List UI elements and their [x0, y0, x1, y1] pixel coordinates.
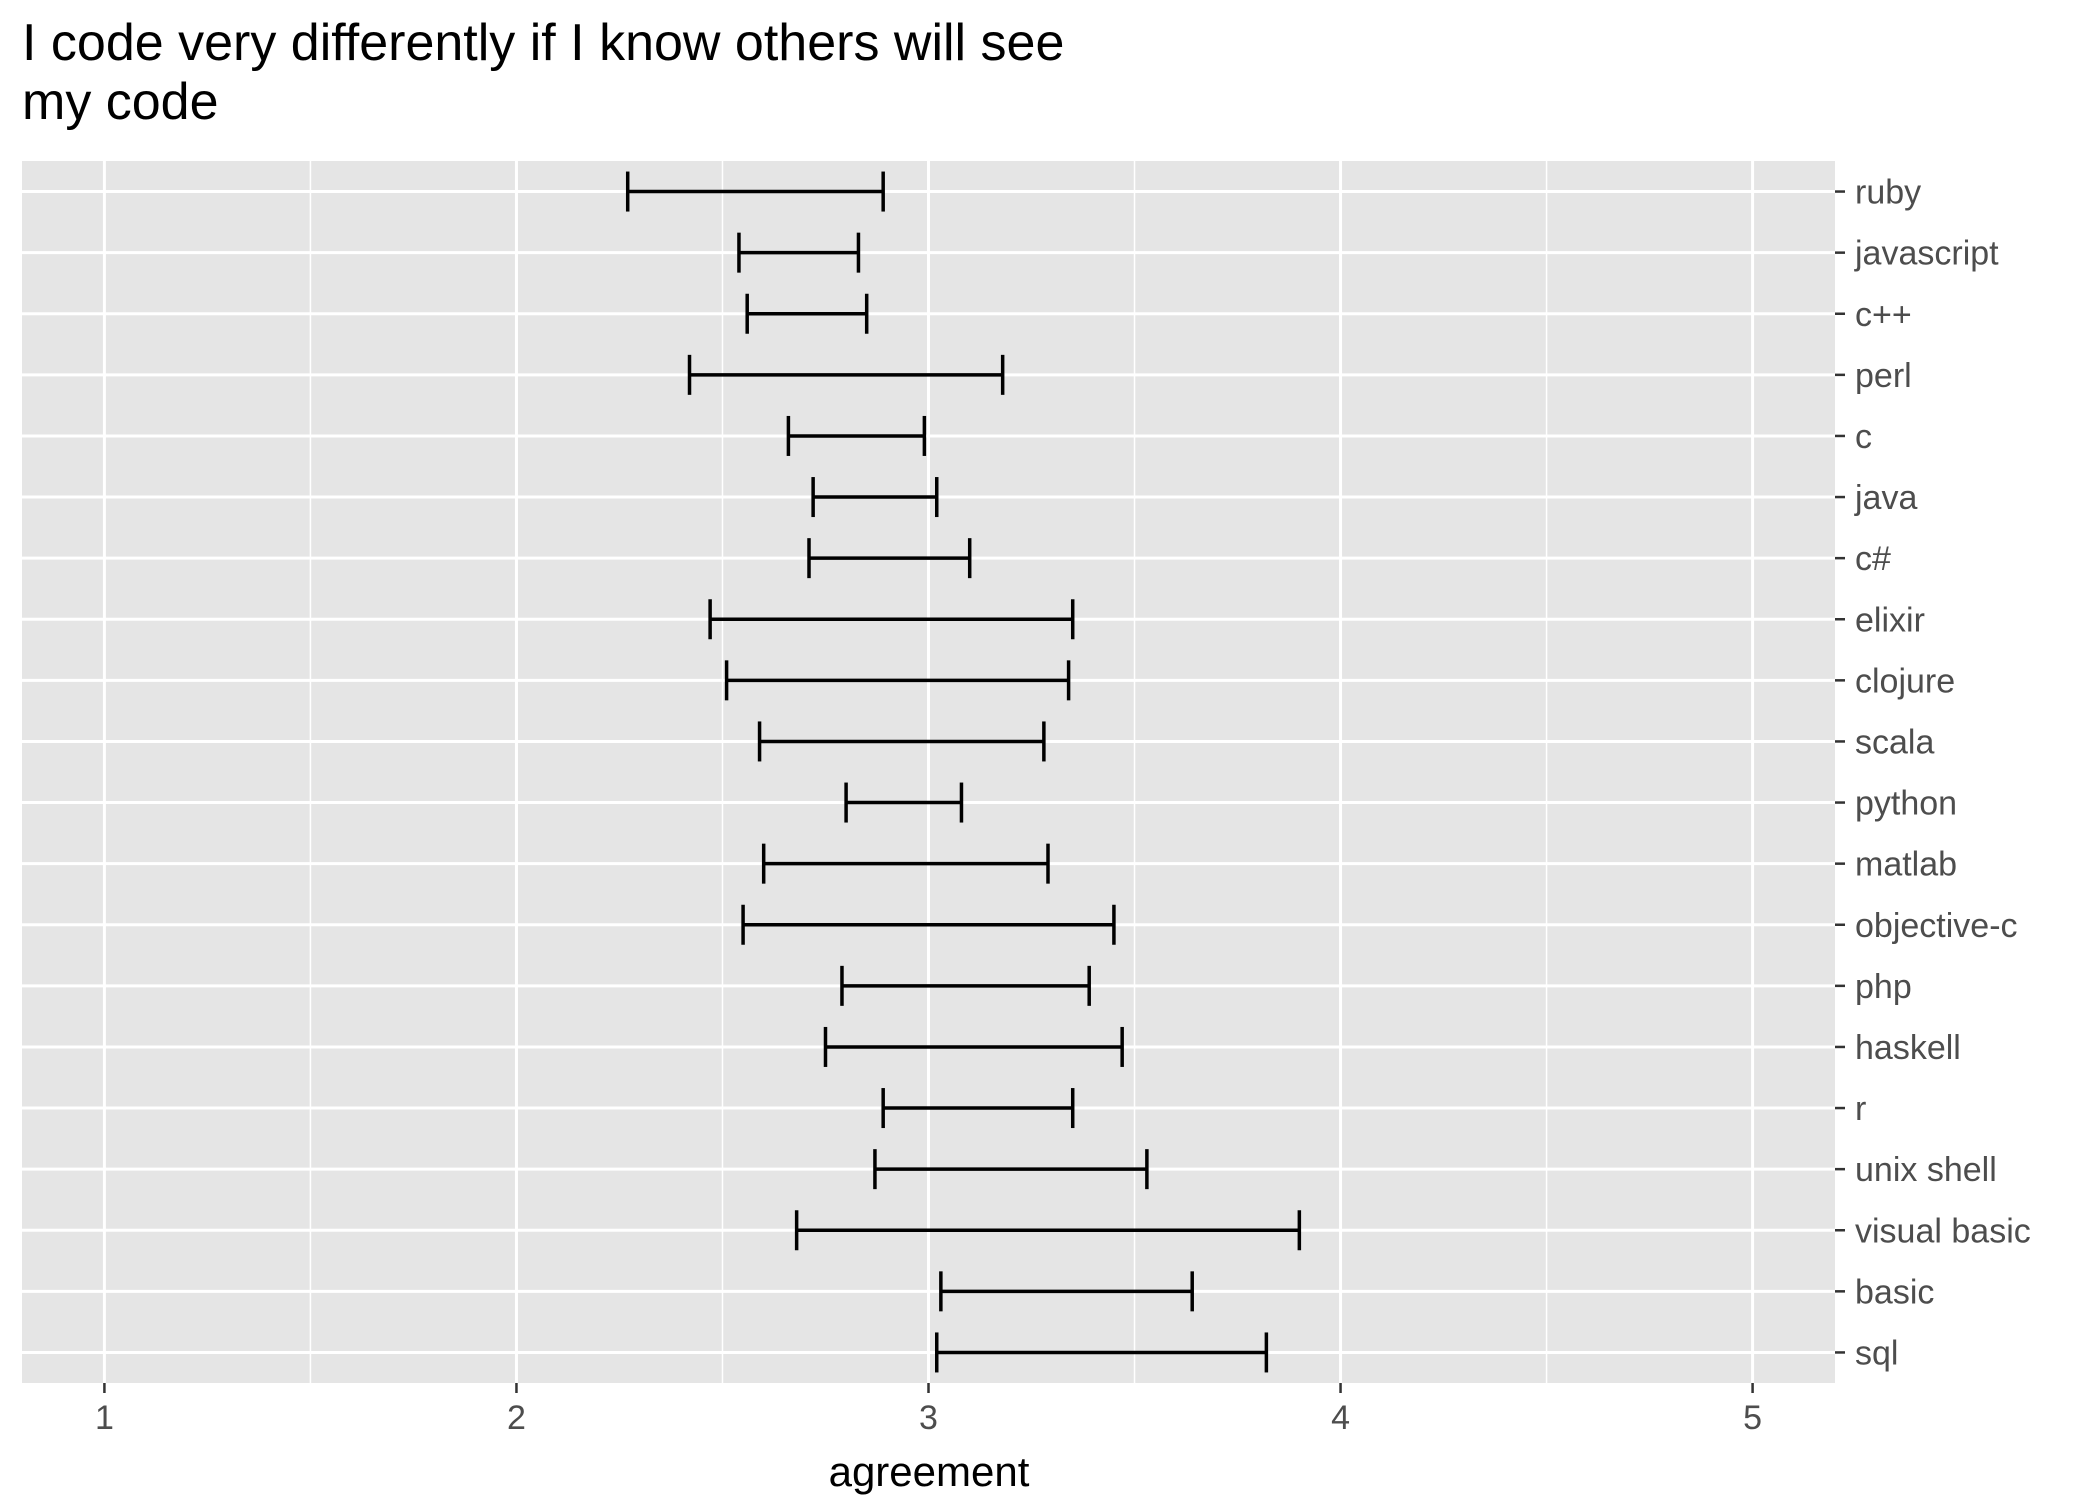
y-tick-label: perl [1855, 357, 1912, 395]
y-tick-label: python [1855, 785, 1957, 823]
x-axis: 1 2 3 4 5 [95, 1383, 1762, 1437]
errorbar-sql [934, 1332, 1269, 1373]
y-tick-label: ruby [1855, 174, 1921, 212]
x-tick-label: 5 [1743, 1399, 1762, 1437]
errorbar-objective-c [741, 904, 1116, 945]
errorbar-c- [745, 293, 869, 334]
errorbar-haskell [823, 1026, 1124, 1067]
x-tick-label: 3 [919, 1399, 938, 1437]
errorbar-clojure [724, 660, 1071, 701]
error-bars [625, 171, 1302, 1373]
errorbar-elixir [708, 599, 1075, 640]
chart-title: I code very differently if I know others… [22, 14, 1222, 132]
y-tick-label: unix shell [1855, 1151, 1997, 1189]
y-tick-label: matlab [1855, 846, 1957, 884]
chart-title-line-1: I code very differently if I know others… [22, 14, 1065, 72]
errorbar-c- [807, 538, 972, 579]
errorbar-r [881, 1088, 1075, 1129]
errorbar-java [811, 477, 939, 518]
errorbar-c [786, 415, 927, 456]
y-tick-label: javascript [1854, 235, 1999, 273]
errorbar-ruby [625, 171, 885, 212]
chart-title-line-2: my code [22, 73, 219, 131]
y-tick-label: haskell [1855, 1029, 1961, 1067]
errorbar-matlab [761, 843, 1050, 884]
x-tick-label: 4 [1331, 1399, 1350, 1437]
y-tick-label: sql [1855, 1334, 1898, 1372]
x-tick-label: 1 [95, 1399, 114, 1437]
y-tick-label: objective-c [1855, 907, 2018, 945]
y-tick-label: elixir [1855, 601, 1925, 639]
y-tick-label: r [1855, 1090, 1866, 1128]
y-tick-label: scala [1855, 723, 1934, 761]
errorbar-basic [939, 1271, 1194, 1312]
y-tick-label: c++ [1855, 296, 1912, 334]
y-tick-label: c [1855, 418, 1872, 456]
errorbar-javascript [737, 232, 861, 273]
y-tick-label: php [1855, 968, 1912, 1006]
errorbar-php [840, 965, 1091, 1006]
errorbar-visual-basic [794, 1210, 1302, 1251]
y-tick-label: visual basic [1855, 1212, 2031, 1250]
errorbar-unix-shell [873, 1149, 1149, 1190]
errorbar-perl [687, 354, 1005, 395]
errorbar-scala [757, 721, 1046, 762]
y-tick-label: c# [1855, 540, 1891, 578]
y-axis: ruby javascript c++ perl c java c# elixir clojur… [1835, 174, 2031, 1372]
y-tick-label: java [1854, 479, 1917, 517]
y-tick-label: clojure [1855, 662, 1955, 700]
x-axis-title: agreement [829, 1448, 1030, 1495]
errorbar-python [844, 782, 964, 823]
x-tick-label: 2 [507, 1399, 526, 1437]
y-tick-label: basic [1855, 1273, 1934, 1311]
